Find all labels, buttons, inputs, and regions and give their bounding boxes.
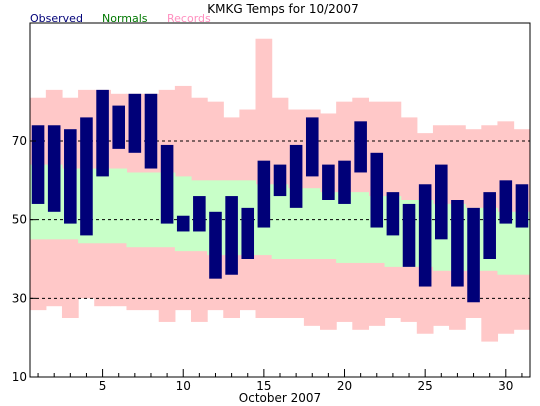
y-axis: 10 30 50 70	[12, 134, 36, 384]
observed-bar-day-5	[96, 89, 109, 177]
observed-bar-day-30	[499, 180, 513, 224]
observed-layer	[31, 89, 529, 303]
observed-bar-day-18	[305, 117, 319, 177]
observed-bar-day-12	[209, 211, 222, 279]
observed-bar-day-4	[80, 117, 93, 236]
observed-bar-day-1	[31, 125, 45, 204]
chart-title: KMKG Temps for 10/2007	[207, 2, 358, 16]
observed-bar-day-16	[273, 164, 287, 197]
observed-bar-day-7	[128, 93, 142, 153]
observed-bar-day-6	[112, 105, 125, 149]
observed-bar-day-24	[402, 203, 416, 267]
normals-bar-day-30	[497, 211, 515, 275]
normals-bar-day-5	[94, 168, 111, 244]
observed-bar-day-3	[64, 129, 77, 224]
observed-bar-day-2	[47, 125, 61, 212]
x-axis-label: October 2007	[239, 391, 321, 405]
x-tick-label-5: 5	[99, 379, 107, 393]
observed-bar-day-29	[483, 192, 496, 259]
observed-bar-day-13	[225, 196, 238, 275]
observed-bar-day-23	[386, 192, 400, 236]
normals-bar-day-7	[126, 172, 144, 248]
observed-bar-day-11	[193, 196, 206, 232]
observed-bar-day-25	[418, 184, 432, 287]
x-tick-label-10: 10	[176, 379, 191, 393]
x-tick-label-30: 30	[498, 379, 513, 393]
x-tick-label-15: 15	[256, 379, 271, 393]
y-tick-label-70: 70	[12, 134, 27, 148]
observed-bar-day-20	[338, 160, 351, 204]
y-tick-label-50: 50	[12, 213, 27, 227]
x-tick-label-25: 25	[418, 379, 433, 393]
normals-bar-day-20	[336, 192, 353, 263]
observed-bar-day-27	[451, 200, 464, 287]
observed-bar-day-8	[144, 93, 158, 169]
normals-bar-day-6	[110, 168, 128, 244]
normals-bar-day-18	[303, 188, 321, 259]
observed-bar-day-9	[160, 144, 174, 224]
observed-bar-day-17	[289, 144, 303, 208]
observed-bar-day-31	[515, 184, 529, 228]
observed-bar-day-15	[257, 160, 271, 228]
normals-bar-day-16	[271, 184, 289, 259]
observed-bar-day-19	[322, 164, 335, 200]
observed-bar-day-22	[370, 152, 384, 228]
normals-bar-day-10	[174, 176, 192, 252]
normals-bar-day-21	[352, 192, 370, 263]
observed-bar-day-26	[435, 164, 448, 240]
x-tick-label-20: 20	[337, 379, 352, 393]
y-tick-label-30: 30	[12, 291, 27, 305]
observed-bar-day-28	[467, 207, 480, 303]
normals-bar-day-8	[142, 172, 160, 248]
y-tick-label-10: 10	[12, 370, 27, 384]
x-axis: 5 10 15 20 25 30	[37, 369, 523, 393]
observed-bar-day-21	[354, 121, 367, 173]
observed-bar-day-10	[176, 215, 190, 232]
normals-bar-day-19	[320, 192, 337, 259]
legend-observed: Observed	[30, 12, 83, 25]
observed-bar-day-14	[241, 207, 255, 259]
legend-records: Records	[167, 12, 211, 25]
legend-normals: Normals	[102, 12, 148, 25]
plot-area	[29, 38, 531, 342]
